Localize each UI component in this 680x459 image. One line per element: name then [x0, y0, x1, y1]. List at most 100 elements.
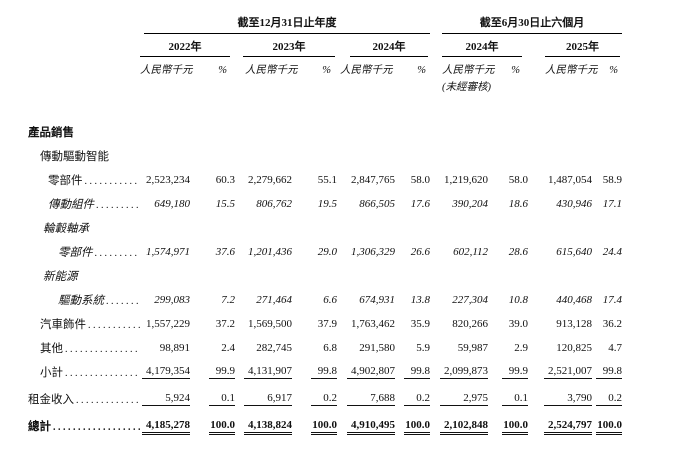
amount-cell: 4,179,354: [140, 365, 190, 379]
amount-cell: 390,204: [452, 198, 488, 210]
row-label: 輪轂軸承: [43, 223, 89, 235]
percent-cell: 99.8: [592, 365, 622, 379]
percent-cell: 6.8: [323, 342, 337, 354]
audit-note: [140, 79, 235, 93]
percent-cell: 17.4: [602, 294, 622, 306]
year-label: 2024年: [350, 38, 428, 57]
amount-cell: 2,521,007: [528, 365, 592, 379]
percent-cell: 6.6: [323, 294, 337, 306]
amount-cell: 1,306,329: [351, 246, 395, 258]
label-column-spacer: [28, 14, 140, 34]
amount-cell: 2,523,234: [146, 174, 190, 186]
amount-cell: 2,099,873: [430, 365, 488, 379]
unit-row: 人民幣千元 %: [337, 62, 430, 77]
amount-cell: 4,902,807: [337, 365, 395, 379]
amount-cell: 820,266: [452, 318, 488, 330]
percent-cell: 36.2: [602, 318, 622, 330]
amount-cell: 1,574,971: [146, 246, 190, 258]
percent-cell: 99.8: [395, 365, 430, 379]
amount-cell: 4,131,907: [235, 365, 292, 379]
percent-cell: 0.2: [592, 392, 622, 406]
table-row: 新能源: [28, 264, 680, 288]
audit-note: [337, 79, 430, 93]
percent-cell: 29.0: [317, 246, 337, 258]
percent-cell: 100.0: [311, 419, 337, 435]
amount-cell: 1,487,054: [548, 174, 592, 186]
period-fy2022: 2022年 人民幣千元 %: [140, 38, 235, 94]
amount-cell: 430,946: [556, 198, 592, 210]
amount-cell: 1,569,500: [248, 318, 292, 330]
unit-label: 人民幣千元: [442, 65, 495, 76]
dot-leader: [93, 248, 141, 259]
period-fy2024: 2024年 人民幣千元 %: [337, 38, 430, 94]
percent-cell: 100.0: [596, 419, 622, 435]
year-label: 2024年: [442, 38, 522, 57]
percent-cell: 39.0: [508, 318, 528, 330]
dot-leader: [86, 320, 140, 331]
amount-cell: 2,975: [430, 392, 488, 406]
percent-cell: 0.2: [292, 392, 337, 406]
group-annual: 截至12月31日止年度: [140, 14, 430, 34]
percent-cell: 19.5: [317, 198, 337, 210]
unit-label: 人民幣千元: [140, 65, 193, 76]
percent-cell: 17.1: [602, 198, 622, 210]
amount-cell: 2,279,662: [248, 174, 292, 186]
unit-label: 人民幣千元: [545, 65, 598, 76]
unit-row: 人民幣千元 %: [430, 62, 528, 77]
amount-cell: 4,138,824: [235, 419, 292, 435]
row-label: 傳動驅動智能: [40, 151, 109, 163]
amount-cell: 7,688: [337, 392, 395, 406]
table-row: 總計4,185,278100.04,138,824100.04,910,4951…: [28, 414, 680, 438]
percent-cell: 60.3: [215, 174, 235, 186]
period-h1-2025: 2025年 人民幣千元 %: [528, 38, 622, 94]
percent-cell: 58.0: [410, 174, 430, 186]
percent-cell: 0.2: [395, 392, 430, 406]
amount-cell: 59,987: [457, 342, 488, 354]
percent-cell: 37.6: [215, 246, 235, 258]
row-label: 租金收入: [28, 391, 140, 407]
unit-row: 人民幣千元 %: [140, 62, 235, 77]
row-label: 汽車飾件: [28, 316, 140, 332]
dot-leader: [63, 344, 140, 355]
percent-cell: 13.8: [410, 294, 430, 306]
amount-cell: 271,464: [256, 294, 292, 306]
percent-cell: 28.6: [508, 246, 528, 258]
dot-leader: [83, 176, 141, 187]
table-row: 汽車飾件 1,557,229 37.2 1,569,500 37.9 1,763,462 3…: [28, 312, 680, 336]
amount-cell: 806,762: [256, 198, 292, 210]
amount-cell: 3,790: [528, 392, 592, 406]
amount-cell: 2,524,797: [528, 419, 592, 435]
row-label: 零部件: [28, 172, 140, 188]
percent-cell: 100.0: [502, 419, 528, 435]
table-row: 傳動組件 649,180 15.5 806,762 19.5 866,505 17.6 390…: [28, 192, 680, 216]
period-group-row: 截至12月31日止年度 截至6月30日止六個月: [28, 14, 680, 34]
row-label: 傳動組件: [28, 196, 140, 212]
period-fy2023: 2023年 人民幣千元 %: [235, 38, 337, 94]
amount-cell: 6,917: [235, 392, 292, 406]
percent-cell: 58.9: [602, 174, 622, 186]
table-row: 小計4,179,35499.94,131,90799.84,902,80799.…: [28, 360, 680, 384]
percent-cell: 0.1: [488, 392, 528, 406]
table-row: 驅動系統 299,083 7.2 271,464 6.6 674,931 13.8 227,3…: [28, 288, 680, 312]
percent-cell: 7.2: [221, 294, 235, 306]
percent-cell: 100.0: [209, 419, 235, 435]
percent-cell: 26.6: [410, 246, 430, 258]
percent-cell: 5.9: [416, 342, 430, 354]
unit-row: 人民幣千元 %: [528, 62, 622, 77]
dot-leader: [74, 395, 140, 406]
percent-symbol: %: [322, 65, 331, 76]
percent-symbol: %: [609, 65, 618, 76]
amount-cell: 1,201,436: [248, 246, 292, 258]
row-label: 零部件: [28, 244, 140, 260]
row-label: 驅動系統: [28, 292, 140, 308]
percent-cell: 2.9: [514, 342, 528, 354]
amount-cell: 440,468: [556, 294, 592, 306]
percent-cell: 4.7: [608, 342, 622, 354]
percent-cell: 99.9: [190, 365, 235, 379]
unit-label: 人民幣千元: [340, 65, 393, 76]
row-label: 產品銷售: [28, 127, 74, 139]
percent-cell: 2.4: [221, 342, 235, 354]
amount-cell: 2,102,848: [430, 419, 488, 435]
amount-cell: 98,891: [159, 342, 190, 354]
